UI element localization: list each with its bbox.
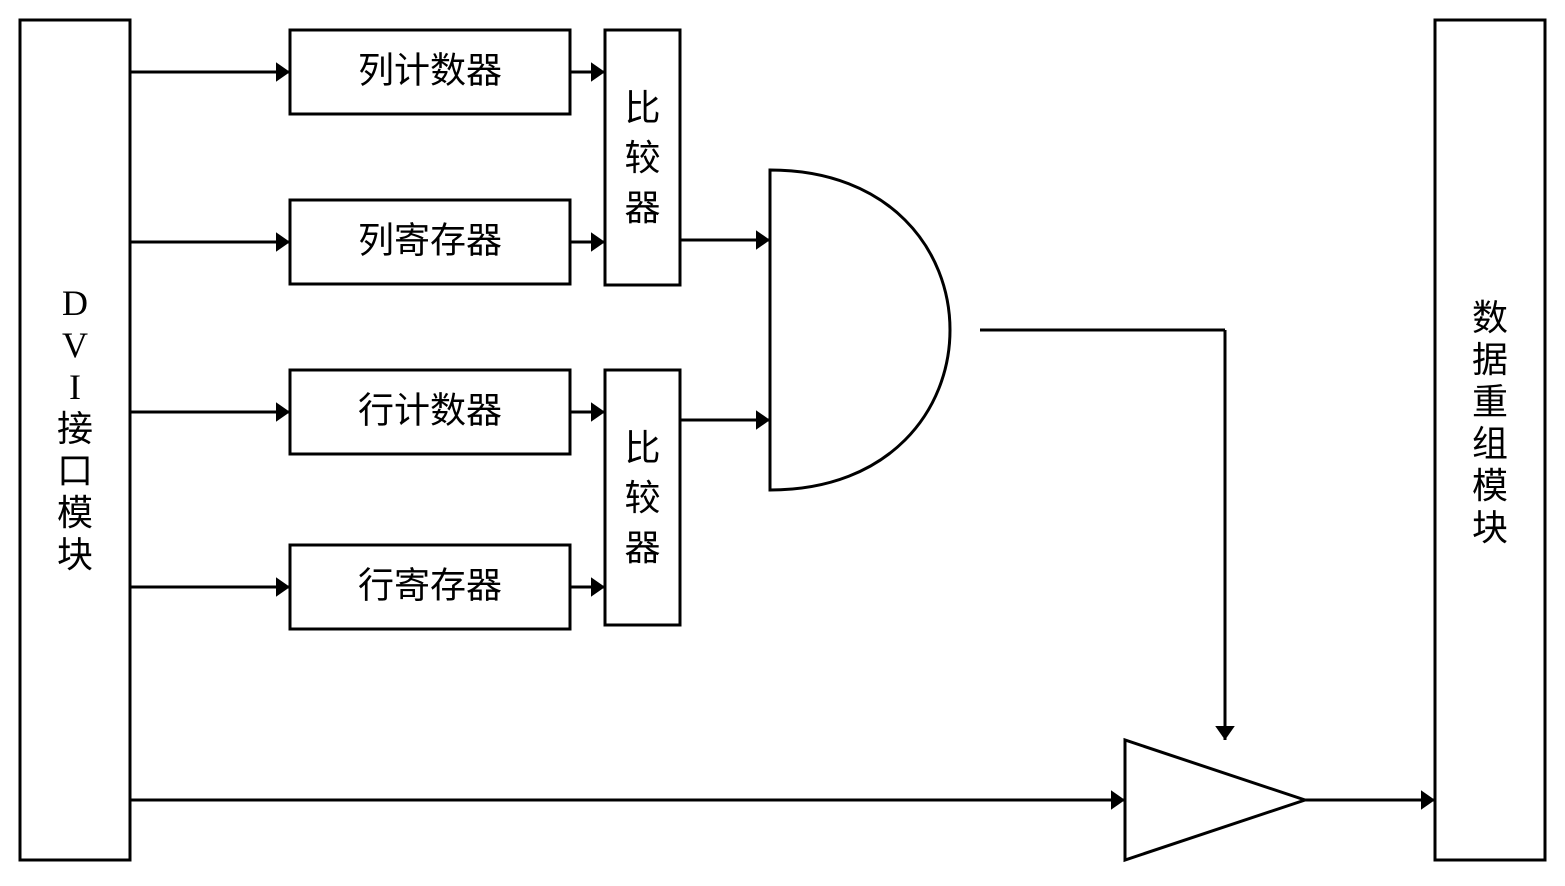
and-gate <box>770 170 950 490</box>
diagram-canvas: DVI接口模块数据重组模块列计数器列寄存器行计数器行寄存器比较器比较器 <box>0 0 1565 886</box>
dvi-interface-module-label-1: V <box>62 325 88 365</box>
data-reorg-module-label-0: 数 <box>1472 298 1508 338</box>
comparator-2-label-1: 较 <box>624 478 660 518</box>
data-reorg-module-label-5: 块 <box>1472 508 1508 548</box>
row-register-label: 行寄存器 <box>358 565 502 605</box>
dvi-interface-module-label-4: 口 <box>57 451 93 491</box>
column-register-label: 列寄存器 <box>358 220 502 260</box>
data-reorg-module-label-1: 据 <box>1472 340 1508 380</box>
data-reorg-module-label-4: 模 <box>1472 466 1508 506</box>
comparator-1-label-0: 比 <box>624 88 660 128</box>
column-counter-label: 列计数器 <box>358 50 502 90</box>
comparator-1-label-2: 器 <box>624 188 660 228</box>
row-counter-label: 行计数器 <box>358 390 502 430</box>
dvi-interface-module-label-3: 接 <box>57 409 93 449</box>
data-reorg-module-label-3: 组 <box>1472 424 1508 464</box>
buffer-gate <box>1125 740 1305 860</box>
dvi-interface-module-label-5: 模 <box>57 493 93 533</box>
data-reorg-module-label-2: 重 <box>1472 382 1508 422</box>
comparator-1-label-1: 较 <box>624 138 660 178</box>
comparator-2-label-0: 比 <box>624 428 660 468</box>
comparator-2-label-2: 器 <box>624 528 660 568</box>
dvi-interface-module-label-6: 块 <box>57 535 93 575</box>
dvi-interface-module-label-0: D <box>62 283 88 323</box>
dvi-interface-module-label-2: I <box>69 367 81 407</box>
